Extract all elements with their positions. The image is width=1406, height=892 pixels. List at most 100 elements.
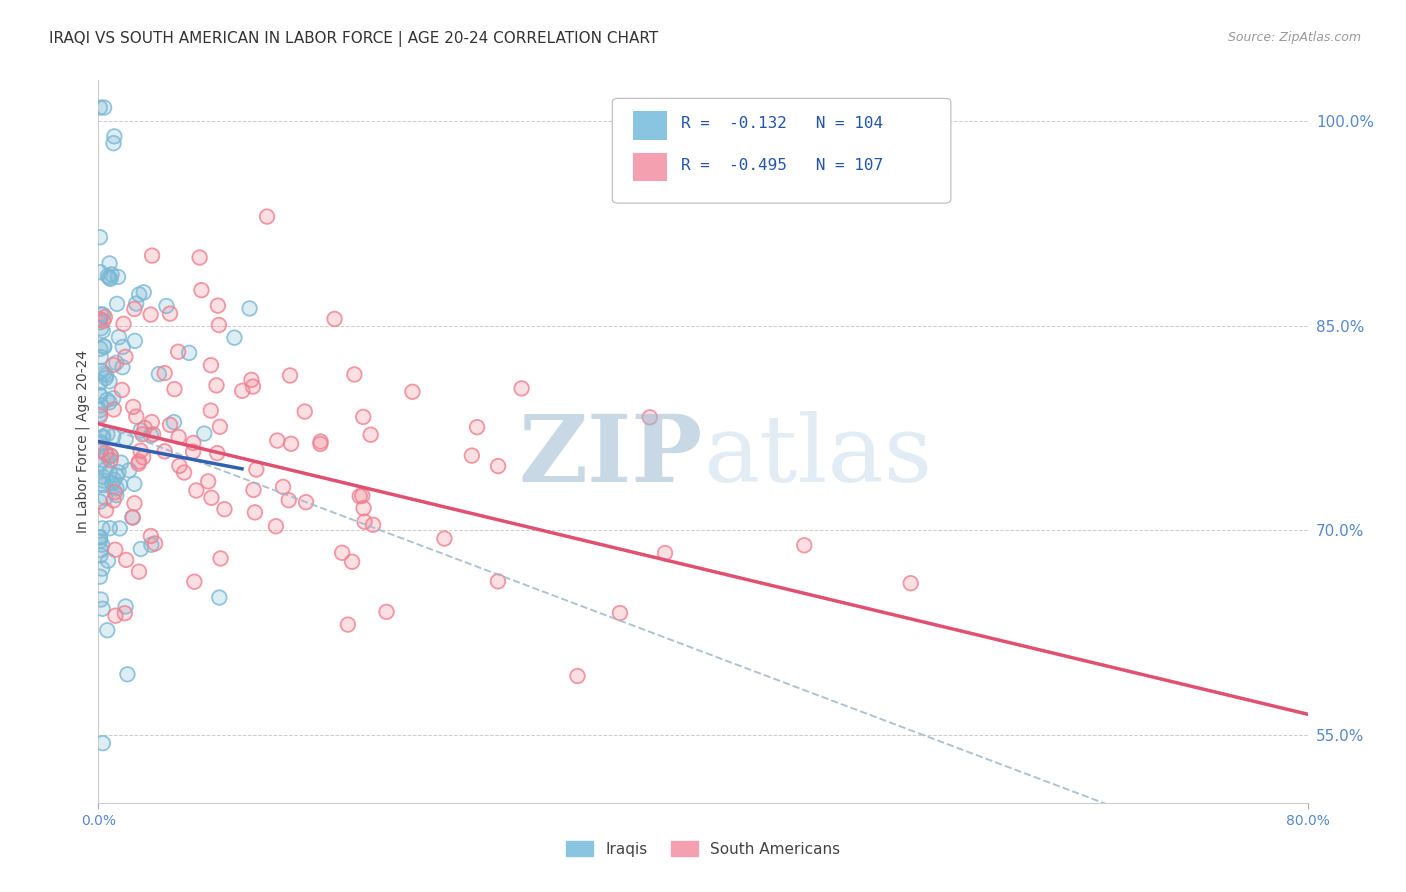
Point: [105, 297, 128, 311]
Point: [91, 601, 114, 615]
Point: [103, 473, 125, 487]
Point: [96, 427, 118, 442]
Point: [134, 421, 156, 435]
Point: [486, 459, 509, 474]
Point: [89, 312, 111, 326]
Point: [94, 368, 117, 382]
Point: [128, 565, 150, 579]
Point: [89, 342, 111, 356]
Point: [294, 404, 316, 418]
Point: [124, 334, 146, 348]
Point: [90, 477, 112, 491]
Point: [94, 462, 117, 476]
Point: [91, 601, 114, 615]
Point: [121, 510, 143, 524]
Point: [100, 268, 122, 282]
Point: [243, 505, 266, 519]
Point: [243, 505, 266, 519]
Point: [89, 530, 111, 544]
Point: [323, 312, 346, 326]
Point: [361, 517, 384, 532]
Point: [609, 606, 631, 620]
Point: [112, 317, 135, 331]
Point: [98, 521, 121, 535]
Legend: Iraqis, South Americans: Iraqis, South Americans: [565, 841, 841, 856]
Point: [118, 463, 141, 477]
Point: [208, 318, 231, 332]
Point: [141, 249, 163, 263]
Point: [205, 378, 228, 392]
Point: [159, 417, 181, 432]
Point: [465, 420, 488, 434]
Point: [461, 449, 484, 463]
Point: [90, 307, 112, 321]
Point: [375, 605, 398, 619]
Point: [93, 101, 115, 115]
Point: [114, 606, 136, 620]
Point: [134, 421, 156, 435]
Point: [91, 453, 114, 467]
Point: [153, 366, 176, 380]
Point: [91, 453, 114, 467]
Point: [111, 360, 134, 375]
Point: [433, 532, 456, 546]
Point: [89, 570, 111, 584]
Point: [89, 533, 111, 548]
Point: [208, 591, 231, 605]
Point: [654, 546, 676, 560]
Point: [139, 529, 162, 543]
Point: [100, 453, 122, 467]
Point: [153, 444, 176, 458]
Point: [110, 456, 132, 470]
Point: [91, 736, 114, 750]
Point: [330, 546, 353, 560]
Point: [111, 360, 134, 375]
Point: [90, 543, 112, 558]
Point: [97, 268, 120, 283]
Point: [159, 417, 181, 432]
Point: [163, 415, 186, 429]
Point: [309, 434, 332, 449]
Point: [105, 468, 128, 483]
Point: [280, 437, 302, 451]
Point: [105, 488, 128, 502]
Point: [208, 318, 231, 332]
Point: [124, 301, 146, 316]
Point: [91, 521, 114, 535]
Point: [336, 617, 359, 632]
Point: [93, 478, 115, 492]
Point: [105, 297, 128, 311]
Point: [159, 307, 181, 321]
Point: [242, 483, 264, 497]
Point: [91, 538, 114, 552]
Point: [352, 489, 374, 503]
Point: [91, 324, 114, 338]
Point: [349, 489, 371, 503]
Point: [294, 404, 316, 418]
Point: [98, 270, 121, 285]
Point: [91, 431, 114, 445]
Point: [104, 608, 127, 623]
Point: [361, 517, 384, 532]
Point: [240, 373, 263, 387]
Point: [256, 210, 278, 224]
Point: [224, 331, 246, 345]
Point: [186, 483, 208, 498]
Point: [89, 230, 111, 244]
Point: [114, 350, 136, 364]
Point: [90, 321, 112, 335]
Point: [98, 521, 121, 535]
Point: [105, 488, 128, 502]
Point: [139, 428, 162, 442]
Point: [309, 437, 332, 451]
Point: [330, 546, 353, 560]
Point: [654, 546, 676, 560]
Point: [266, 434, 288, 448]
Point: [90, 364, 112, 378]
Point: [793, 538, 815, 552]
Point: [353, 515, 375, 529]
Point: [114, 599, 136, 614]
Point: [181, 436, 204, 450]
Point: [108, 521, 131, 535]
Point: [139, 308, 162, 322]
